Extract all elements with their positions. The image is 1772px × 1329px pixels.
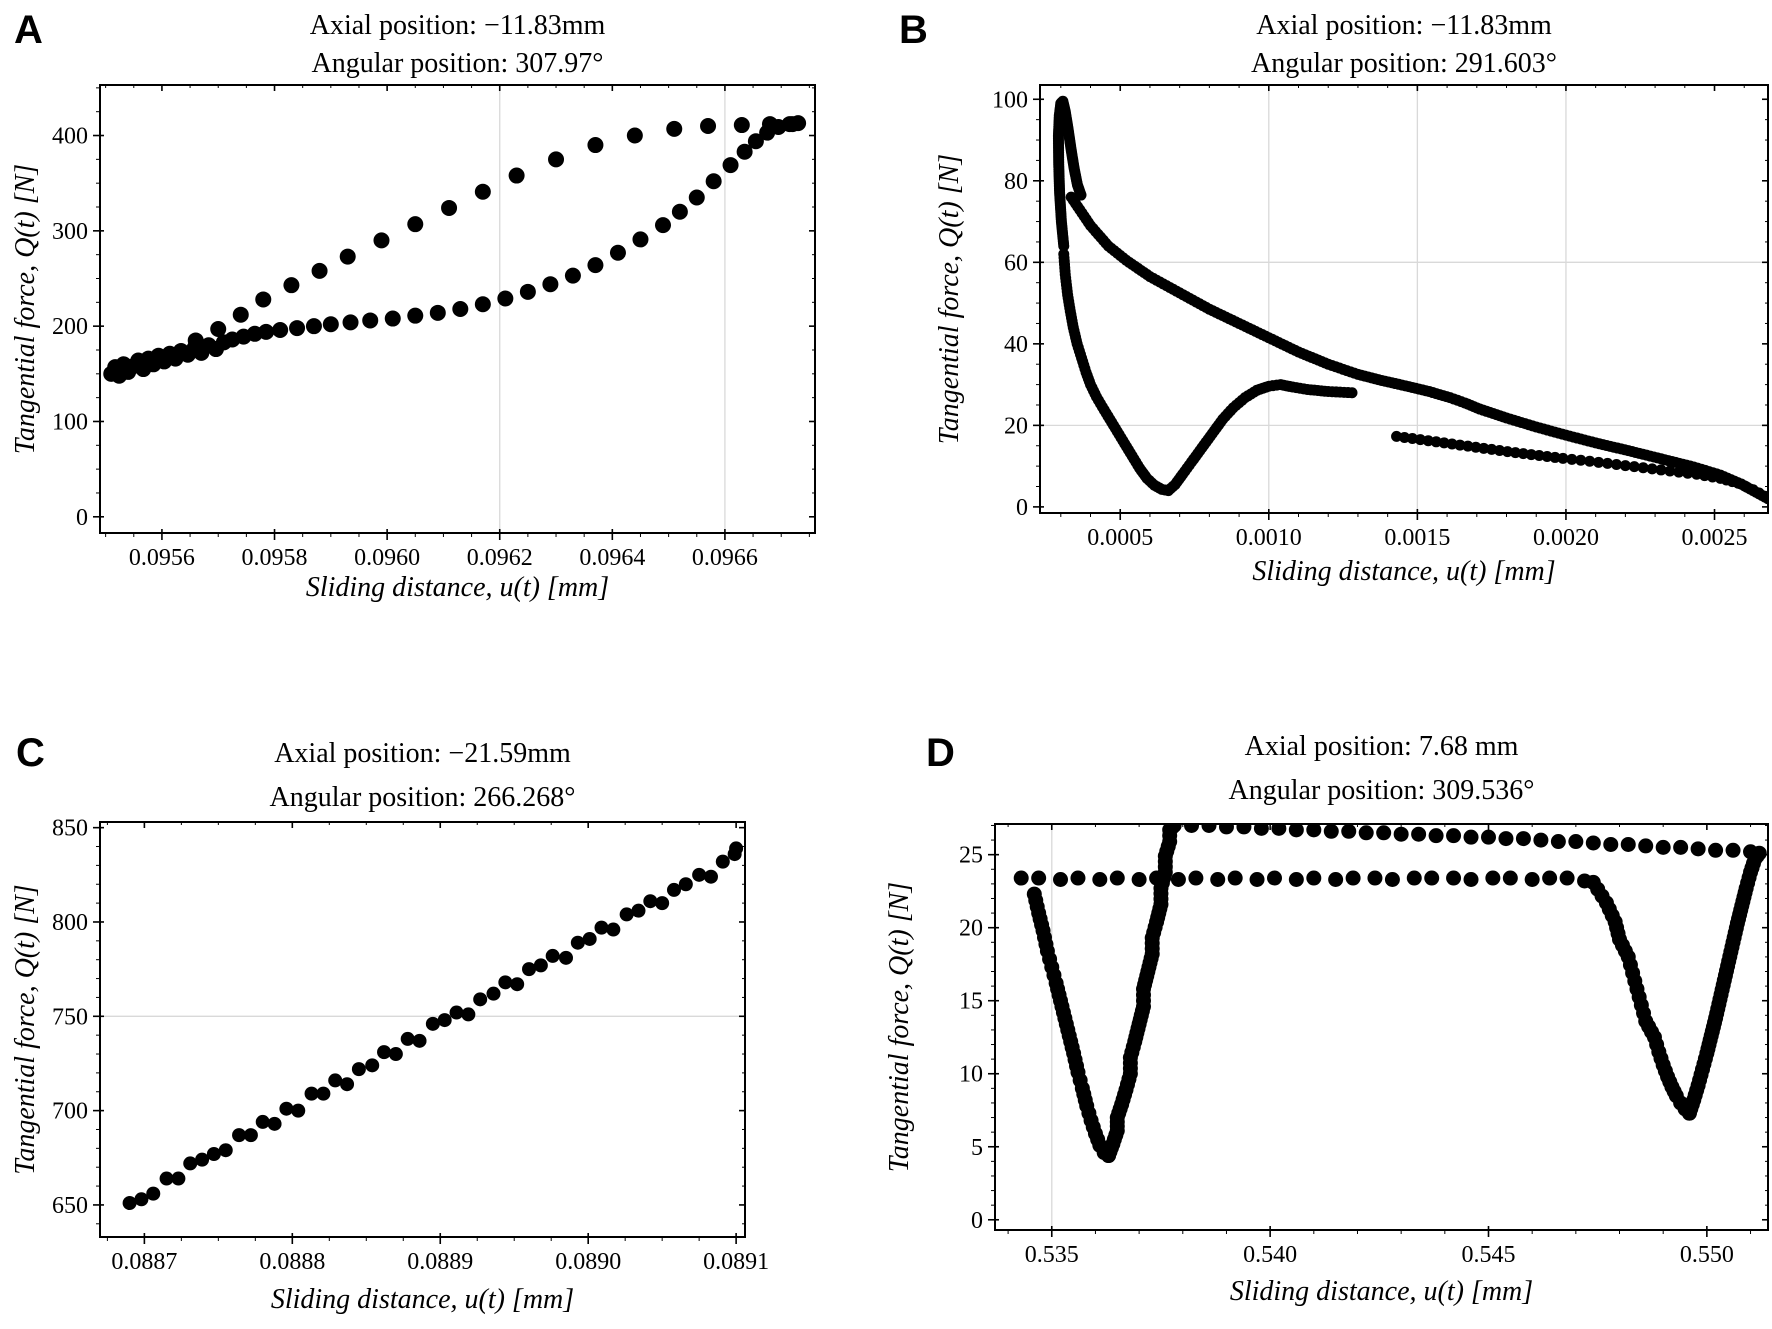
panel-A-gridlines xyxy=(499,85,726,533)
panel-A-ytick-label: 100 xyxy=(52,409,88,435)
panel-letter-c: C xyxy=(16,731,45,775)
panel-B-ytick-label: 0 xyxy=(1016,495,1028,521)
panel-B-xlabel: Sliding distance, u(t) [mm] xyxy=(1252,556,1555,587)
panel-C-ytick-label: 700 xyxy=(52,1099,88,1125)
panel-B-xtick-label: 0.0005 xyxy=(1087,525,1153,551)
panel-D-ytick-label: 20 xyxy=(959,916,983,942)
panel-C-ytick-label: 850 xyxy=(52,816,88,842)
panel-D-points xyxy=(1013,824,1767,1164)
panel-C-frame xyxy=(99,821,746,1238)
panel-D-series-right-dip-up xyxy=(1681,845,1767,1121)
panel-A-xtick-label: 0.0956 xyxy=(129,545,195,571)
panel-C-ytick-label: 750 xyxy=(52,1004,88,1030)
panel-D-series-right-dip-down xyxy=(1585,874,1697,1121)
panel-B-ticks: 0.0005 0.0010 0.0015 0.0020 0.0025 0 20 40 60 80 1… xyxy=(992,85,1768,551)
panel-A-ticks: 0.0956 0.0958 0.0960 0.0962 0.0964 0.0966 0 100… xyxy=(52,85,815,571)
panel-D-xtick-label: 0.545 xyxy=(1461,1242,1515,1268)
panel-C-xtick-label: 0.0887 xyxy=(111,1249,177,1275)
panel-A-ylabel: Tangential force, Q(t) [N] xyxy=(10,164,41,454)
panel-B-xtick-label: 0.0025 xyxy=(1682,525,1748,551)
panel-B-points xyxy=(1052,95,1768,505)
panel-D-xtick-label: 0.535 xyxy=(1025,1242,1079,1268)
panel-C-points xyxy=(122,841,744,1211)
panel-D: 0.535 0.540 0.545 0.550 0 5 10 15 20 25 Axial posi… xyxy=(884,731,1769,1307)
panel-B-series-v-dip-and-hump xyxy=(1058,248,1358,497)
panel-A-xtick-label: 0.0958 xyxy=(242,545,308,571)
panel-C-ticks: 0.0887 0.0888 0.0889 0.0890 0.0891 650 700 750 8… xyxy=(52,816,769,1275)
panel-B-ytick-label: 100 xyxy=(992,87,1028,113)
panel-B-frame xyxy=(1039,84,1769,514)
panel-A-ytick-label: 400 xyxy=(52,124,88,150)
panel-A-title-axial: Axial position: −11.83mm xyxy=(310,10,606,41)
panel-C-title-axial: Axial position: −21.59mm xyxy=(274,738,571,769)
panel-D-xlabel: Sliding distance, u(t) [mm] xyxy=(1230,1276,1533,1307)
panel-D-ylabel: Tangential force, Q(t) [N] xyxy=(884,882,915,1172)
panel-D-ytick-label: 5 xyxy=(971,1135,983,1161)
panel-A-xtick-label: 0.0962 xyxy=(467,545,533,571)
panel-A-ytick-label: 200 xyxy=(52,314,88,340)
panel-D-xtick-label: 0.540 xyxy=(1243,1242,1297,1268)
panel-A: 0.0956 0.0958 0.0960 0.0962 0.0964 0.0966 0 100… xyxy=(10,10,816,603)
panel-A-series-unloading-branch xyxy=(187,116,801,349)
panel-B-ylabel: Tangential force, Q(t) [N] xyxy=(934,154,965,444)
panel-C-ylabel: Tangential force, Q(t) [N] xyxy=(10,884,41,1174)
panel-B-ytick-label: 80 xyxy=(1004,169,1028,195)
panel-B-series-upper-unloading-diagonal xyxy=(1065,191,1768,505)
panel-D-series-lower-plateau xyxy=(1013,870,1593,889)
panel-D-ytick-label: 10 xyxy=(959,1062,983,1088)
panel-B-title-angular: Angular position: 291.603° xyxy=(1251,48,1557,79)
panel-D-xtick-label: 0.550 xyxy=(1680,1242,1734,1268)
panel-letter-b: B xyxy=(899,8,928,52)
panel-D-series-left-dip-up xyxy=(1101,824,1182,1164)
panel-B-xtick-label: 0.0015 xyxy=(1384,525,1450,551)
panel-A-xtick-label: 0.0960 xyxy=(354,545,420,571)
panel-B: 0.0005 0.0010 0.0015 0.0020 0.0025 0 20 40 60 80 1… xyxy=(934,10,1769,587)
panel-D-ticks: 0.535 0.540 0.545 0.550 0 5 10 15 20 25 xyxy=(959,824,1768,1268)
panel-D-title-axial: Axial position: 7.68 mm xyxy=(1245,731,1519,762)
panel-letter-d: D xyxy=(926,731,955,775)
panel-A-title-angular: Angular position: 307.97° xyxy=(312,48,604,79)
panel-D-ytick-label: 15 xyxy=(959,989,983,1015)
panel-B-title-axial: Axial position: −11.83mm xyxy=(1256,10,1552,41)
panel-letter-a: A xyxy=(14,8,43,52)
panel-C-xtick-label: 0.0889 xyxy=(407,1249,473,1275)
panel-D-series-upper-plateau xyxy=(1166,824,1759,860)
panel-D-ytick-label: 25 xyxy=(959,843,983,869)
panel-B-gridlines xyxy=(1040,85,1768,513)
panel-D-series-left-dip-down xyxy=(1026,886,1117,1164)
panel-B-xtick-label: 0.0010 xyxy=(1236,525,1302,551)
panel-A-series-loading-branch xyxy=(103,115,807,384)
panel-B-series-stick-spike xyxy=(1052,95,1087,252)
panel-B-xtick-label: 0.0020 xyxy=(1533,525,1599,551)
panel-C-title-angular: Angular position: 266.268° xyxy=(270,782,576,813)
panel-A-frame xyxy=(99,84,816,534)
panel-D-title-angular: Angular position: 309.536° xyxy=(1229,775,1535,806)
panel-B-ytick-label: 40 xyxy=(1004,332,1028,358)
panel-B-ytick-label: 20 xyxy=(1004,413,1028,439)
panel-A-ytick-label: 300 xyxy=(52,219,88,245)
panel-A-xtick-label: 0.0964 xyxy=(579,545,645,571)
panel-A-points xyxy=(103,115,807,384)
panel-B-ytick-label: 60 xyxy=(1004,250,1028,276)
panel-D-ytick-label: 0 xyxy=(971,1208,983,1234)
panel-D-frame xyxy=(994,823,1769,1231)
panel-C-xlabel: Sliding distance, u(t) [mm] xyxy=(271,1284,574,1315)
panel-C: 0.0887 0.0888 0.0889 0.0890 0.0891 650 700 750 8… xyxy=(10,738,769,1315)
panel-A-xtick-label: 0.0966 xyxy=(692,545,758,571)
panel-C-xtick-label: 0.0888 xyxy=(259,1249,325,1275)
panel-B-series-lower-reloading-segment xyxy=(1391,430,1768,502)
panel-A-xlabel: Sliding distance, u(t) [mm] xyxy=(306,572,609,603)
panel-C-xtick-label: 0.0891 xyxy=(703,1249,769,1275)
panel-C-ytick-label: 650 xyxy=(52,1193,88,1219)
panel-C-series-monotonic-loading xyxy=(122,841,744,1211)
panel-A-ytick-label: 0 xyxy=(76,505,88,531)
panel-C-ytick-label: 800 xyxy=(52,910,88,936)
panel-C-xtick-label: 0.0890 xyxy=(555,1249,621,1275)
